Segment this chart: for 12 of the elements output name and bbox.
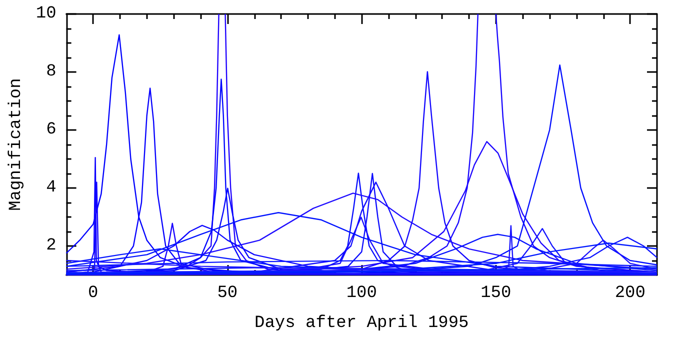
x-tick-label: 50	[217, 284, 238, 303]
y-tick-label: 4	[46, 178, 56, 198]
x-tick-label: 0	[88, 284, 98, 303]
x-axis-title: Days after April 1995	[254, 314, 469, 333]
y-tick-label: 8	[46, 62, 56, 82]
x-tick-label: 150	[480, 284, 512, 303]
x-tick-label: 100	[346, 284, 377, 303]
y-axis-title: Magnification	[7, 78, 26, 211]
x-tick-label: 200	[614, 284, 646, 303]
y-tick-label: 6	[46, 120, 56, 140]
y-tick-label: 2	[46, 236, 56, 256]
y-tick-label: 10	[36, 4, 56, 24]
